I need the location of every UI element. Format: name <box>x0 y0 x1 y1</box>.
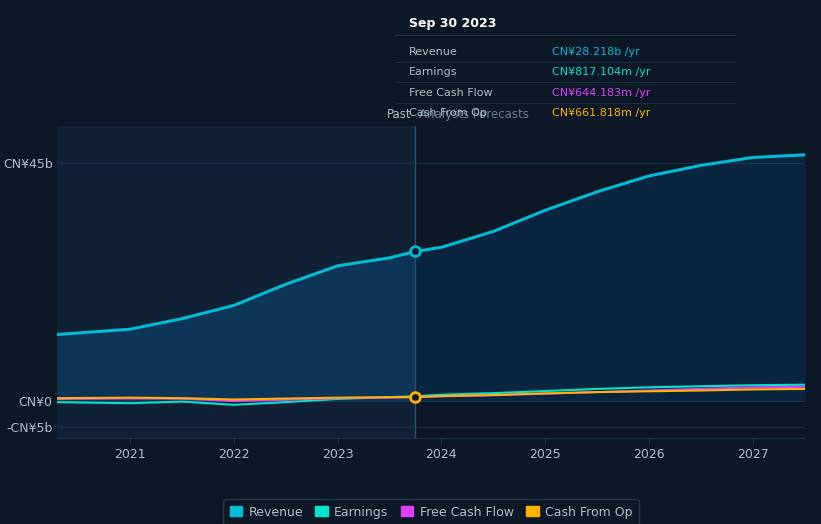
Text: Earnings: Earnings <box>409 67 457 77</box>
Text: Sep 30 2023: Sep 30 2023 <box>409 17 496 30</box>
Text: Past: Past <box>387 108 411 121</box>
Text: Cash From Op: Cash From Op <box>409 108 486 118</box>
Legend: Revenue, Earnings, Free Cash Flow, Cash From Op: Revenue, Earnings, Free Cash Flow, Cash … <box>223 499 639 524</box>
Text: CN¥644.183m /yr: CN¥644.183m /yr <box>552 88 650 97</box>
Text: CN¥817.104m /yr: CN¥817.104m /yr <box>552 67 650 77</box>
Text: Analysts Forecasts: Analysts Forecasts <box>420 108 529 121</box>
Bar <box>57 126 415 438</box>
Text: CN¥28.218b /yr: CN¥28.218b /yr <box>552 47 640 57</box>
Text: Revenue: Revenue <box>409 47 457 57</box>
Text: Free Cash Flow: Free Cash Flow <box>409 88 492 97</box>
Text: CN¥661.818m /yr: CN¥661.818m /yr <box>552 108 650 118</box>
